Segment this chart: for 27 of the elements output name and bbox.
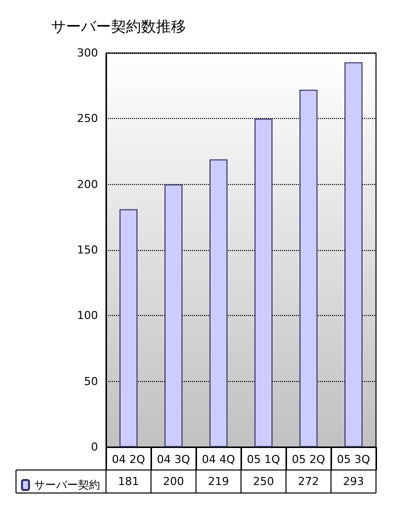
bar xyxy=(344,62,362,447)
y-tick-label: 250 xyxy=(77,112,98,126)
bar xyxy=(120,209,138,447)
x-tick-label: 05 2Q xyxy=(292,453,326,466)
legend-label: サーバー契約 xyxy=(34,478,100,492)
bar xyxy=(254,118,272,447)
y-tick-label: 150 xyxy=(77,244,98,256)
y-tick-label: 50 xyxy=(84,374,98,388)
y-tick-label: 100 xyxy=(77,309,98,322)
chart-title: サーバー契約数推移 xyxy=(51,18,186,36)
x-tick-label: 05 1Q xyxy=(246,453,280,466)
data-label: 200 xyxy=(163,475,184,488)
y-tick-label: 200 xyxy=(77,178,98,191)
data-label: 250 xyxy=(253,475,274,488)
bar xyxy=(210,159,228,447)
bar xyxy=(300,90,318,447)
data-label: 272 xyxy=(298,475,319,488)
data-label: 181 xyxy=(118,475,139,488)
x-tick-label: 04 3Q xyxy=(156,453,190,466)
data-label: 293 xyxy=(343,475,364,488)
x-tick-label: 05 3Q xyxy=(336,453,370,466)
bar xyxy=(164,184,182,447)
y-tick-label: 300 xyxy=(77,46,98,60)
x-tick-label: 04 4Q xyxy=(202,453,236,466)
y-tick-label: 0 xyxy=(91,440,98,454)
x-tick-label: 04 2Q xyxy=(112,453,146,466)
data-label: 219 xyxy=(208,475,229,488)
